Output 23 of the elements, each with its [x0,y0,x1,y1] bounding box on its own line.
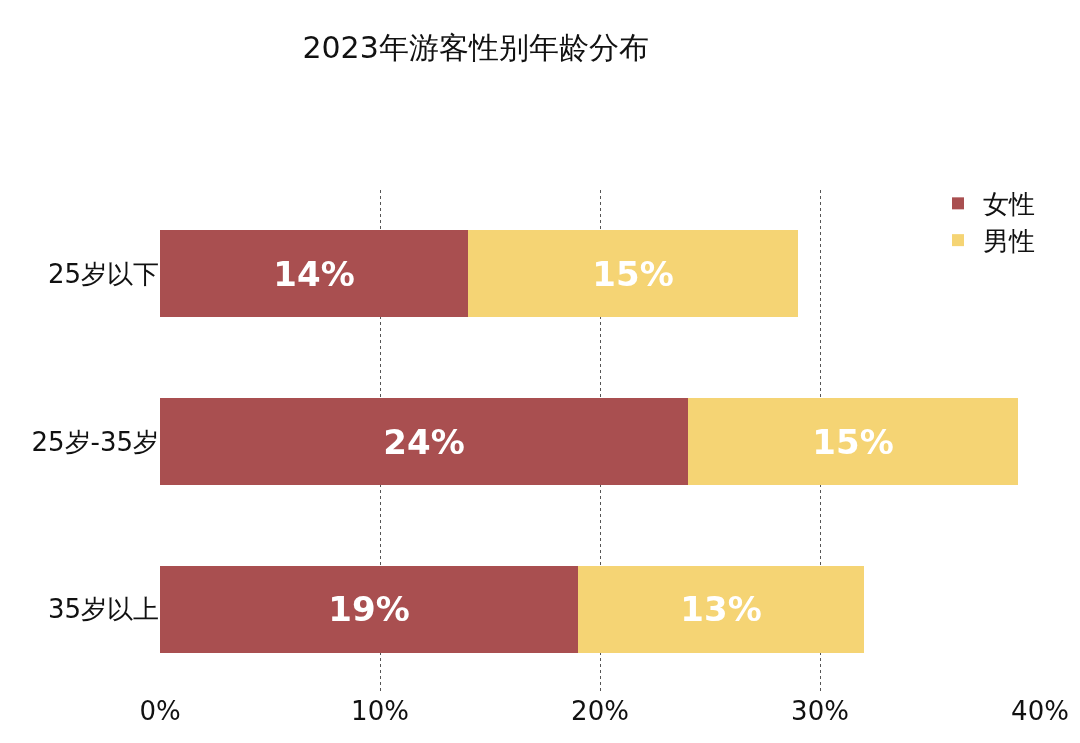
y-tick-label: 25岁以下 [47,258,159,289]
bar [160,565,578,653]
data-label: 15% [812,421,894,462]
bar [160,397,688,486]
data-label: 15% [592,253,674,294]
bar [468,230,798,318]
legend-label: 女性 [983,189,1035,220]
bar [688,397,1018,486]
x-tick-label: 40% [1011,696,1069,726]
x-tick-label: 30% [791,696,849,726]
data-label: 24% [383,421,465,462]
data-label: 14% [273,253,355,294]
x-tick-label: 10% [351,696,409,726]
legend-label: 男性 [983,226,1035,257]
x-tick-label: 20% [571,696,629,726]
data-label: 19% [328,589,410,630]
bar [578,565,864,653]
y-tick-label: 35岁以上 [47,594,159,625]
bar [160,230,468,318]
y-tick-label: 25岁-35岁 [31,426,159,457]
chart-title: 2023年游客性别年龄分布 [302,30,649,66]
data-label: 13% [680,589,762,630]
x-tick-label: 0% [139,696,181,726]
